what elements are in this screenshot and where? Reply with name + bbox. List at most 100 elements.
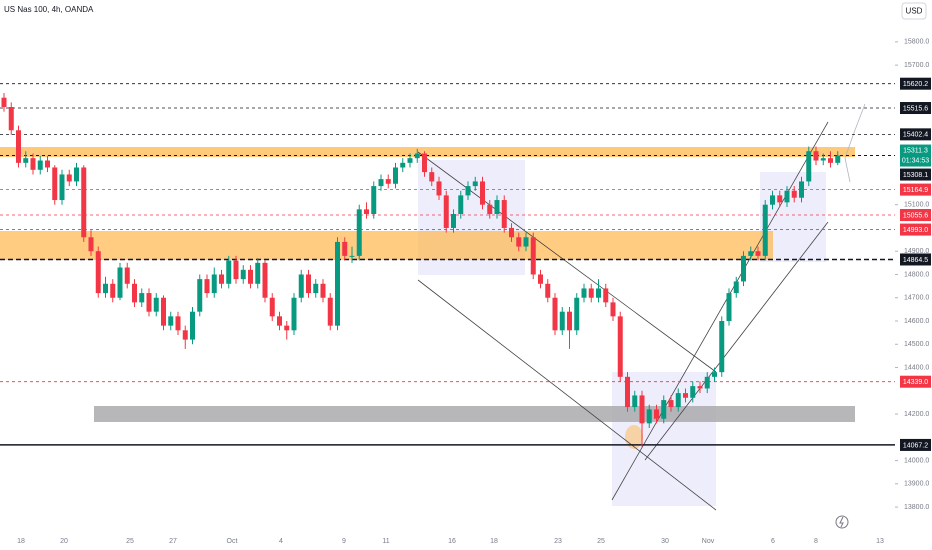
candle-body	[690, 386, 696, 398]
candle-body	[393, 167, 398, 184]
candle-body	[422, 153, 427, 173]
channel-line	[417, 279, 717, 511]
candle-body	[501, 200, 507, 228]
channel-line	[644, 221, 829, 461]
candle-body	[407, 158, 413, 163]
candle-body	[806, 151, 812, 182]
candle-body	[139, 293, 145, 303]
candle-body	[799, 181, 804, 198]
level-price-label: 14339.0	[903, 379, 928, 386]
candle-body	[777, 195, 783, 203]
candle-body	[153, 297, 159, 312]
candle-body	[559, 311, 565, 331]
y-tick-label: 13900.0	[904, 481, 929, 488]
candle-body	[356, 209, 362, 256]
candle-body	[298, 274, 304, 298]
candle-body	[204, 279, 210, 294]
y-tick-label: 14500.0	[904, 341, 929, 348]
candle-body	[588, 288, 594, 298]
candle-body	[487, 204, 493, 214]
level-price-label: 15164.9	[903, 187, 928, 194]
candle-body	[762, 204, 768, 256]
candle-body	[277, 316, 282, 326]
y-tick-label: 15700.0	[904, 62, 929, 69]
current-price-label: 15311.3	[903, 147, 928, 154]
y-tick-label: 14700.0	[904, 295, 929, 302]
current-price-box	[900, 144, 931, 167]
candle-body	[110, 283, 116, 298]
currency[interactable]: USD	[906, 7, 923, 16]
candle-body	[117, 267, 123, 298]
level-price-label: 15402.4	[903, 132, 928, 139]
candle-body	[306, 274, 311, 294]
candle-body	[16, 130, 21, 163]
candle-body	[530, 237, 536, 275]
x-tick-label: 20	[60, 538, 68, 545]
candle-body	[654, 409, 659, 419]
level-price-box	[900, 223, 931, 236]
candle-body	[451, 214, 456, 228]
candle-body	[146, 293, 152, 312]
candle-body	[240, 269, 246, 280]
candle-body	[74, 167, 79, 182]
candle-body	[610, 302, 616, 317]
y-tick-label: 14800.0	[904, 271, 929, 278]
candle-body	[371, 186, 377, 214]
candle-body	[175, 316, 181, 331]
level-price-label: 15515.6	[903, 105, 928, 112]
candle-body	[400, 162, 406, 168]
candle-body	[712, 372, 717, 377]
candle-body	[161, 297, 166, 326]
candle-body	[320, 283, 326, 298]
projection-arrow	[844, 157, 851, 183]
candle-body	[509, 227, 514, 238]
candle-body	[378, 179, 384, 187]
level-price-label: 15620.2	[903, 81, 928, 88]
y-tick-label: 14600.0	[904, 318, 929, 325]
candle-body	[429, 172, 435, 182]
candle-body	[443, 195, 449, 228]
candle-body	[45, 160, 50, 168]
y-tick-label: 14400.0	[904, 364, 929, 371]
candles	[1, 93, 841, 447]
candle-body	[211, 274, 217, 294]
x-tick-label: 25	[597, 538, 605, 545]
candle-body	[327, 297, 333, 326]
candle-body	[603, 288, 609, 303]
replay-icon[interactable]	[835, 515, 849, 529]
candle-body	[472, 181, 478, 187]
candle-body	[364, 209, 369, 214]
candle-body	[1, 97, 7, 107]
candle-body	[335, 241, 340, 326]
candle-body	[81, 167, 87, 238]
candle-body	[820, 158, 826, 161]
axis: 15800.0 15700.0 15100.0 14900.0 14800.0 14700…	[17, 39, 931, 545]
candle-body	[552, 297, 558, 331]
candle-body	[59, 174, 65, 201]
x-tick-label: 30	[661, 538, 669, 545]
candle-body	[523, 237, 529, 247]
candle-body	[465, 186, 471, 196]
x-tick-label: 18	[17, 538, 25, 545]
candle-body	[190, 311, 195, 340]
candle-body	[342, 241, 348, 256]
candle-body	[23, 158, 29, 163]
candle-body	[436, 181, 442, 196]
candle-body	[284, 325, 290, 331]
candle-body	[683, 393, 688, 398]
candle-body	[219, 274, 224, 284]
x-tick-label: Oct	[227, 538, 238, 545]
candle-body	[197, 279, 203, 312]
candle-body	[791, 190, 797, 198]
candle-body	[733, 281, 739, 294]
x-tick-label: 9	[342, 538, 346, 545]
candle-body	[567, 311, 572, 331]
candle-body	[313, 283, 319, 294]
y-tick-label: 14000.0	[904, 457, 929, 464]
currency-box[interactable]	[901, 2, 927, 20]
level-price-box	[900, 375, 931, 388]
candle-body	[661, 400, 667, 419]
countdown: 01:34:53	[902, 157, 929, 164]
x-tick-label: 4	[279, 538, 283, 545]
